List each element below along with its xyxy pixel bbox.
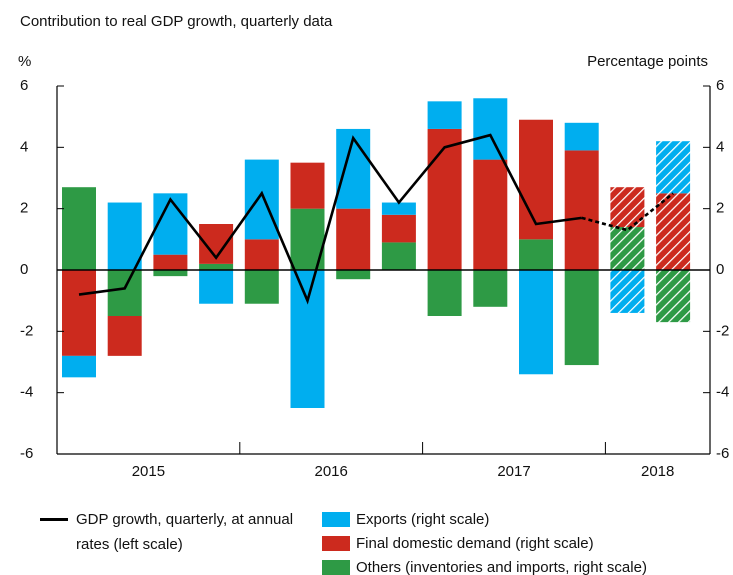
legend-label: Exports (right scale) [356,511,490,528]
legend-label: GDP growth, quarterly, at annual rates (… [76,511,294,553]
y2-tick-label: 4 [716,138,724,155]
bar-segment [564,270,599,366]
bar-segment [381,202,416,215]
bar-segment [107,270,142,316]
y2-tick-label: 2 [716,200,724,217]
bar-segment [473,270,508,307]
bar-segment [427,101,462,129]
x-tick-label: 2018 [641,463,674,480]
y2-axis-label: Percentage points [587,53,708,70]
y2-tick-label: -2 [716,322,729,339]
bar-segment [290,162,325,209]
bar-segment [427,270,462,316]
legend-swatch [322,512,350,527]
bar-segment [381,242,416,270]
bar-segment [153,270,188,277]
bar-segment [290,270,325,408]
bar-segment [153,254,188,270]
bar-segment [656,193,691,270]
bar-segment [381,214,416,243]
y2-tick-label: 6 [716,77,724,94]
legend-swatch [322,560,350,575]
bar-segment [199,263,234,270]
bar-segment [62,355,96,378]
bar-segment [519,239,553,270]
bar-segment [610,187,645,228]
bar-segment [610,270,645,313]
y-tick-label: 0 [20,261,28,278]
bar-segment [244,159,279,240]
x-tick-label: 2015 [132,463,165,480]
bar-segment [62,270,96,356]
y-tick-label: -4 [20,384,33,401]
bar-segment [519,270,553,375]
x-tick-label: 2016 [315,463,348,480]
gdp-line [581,192,674,232]
y-tick-label: -2 [20,322,33,339]
chart-title: Contribution to real GDP growth, quarter… [20,13,333,30]
y-axis-label: % [18,53,31,70]
y2-tick-label: -4 [716,384,729,401]
bar-segment [336,208,371,270]
y-tick-label: 6 [20,77,28,94]
x-tick-label: 2017 [497,463,530,480]
y-tick-label: 4 [20,138,28,155]
y-tick-label: 2 [20,200,28,217]
bar-segment [427,128,462,270]
gdp-line [78,133,582,305]
bar-segment [564,150,599,270]
bar-segment [610,227,645,270]
bar-segment [107,202,142,270]
y2-tick-label: 0 [716,261,724,278]
bar-segment [656,270,691,323]
bar-segment [244,270,279,304]
legend-label: Final domestic demand (right scale) [356,535,594,552]
bar-segment [519,119,553,240]
legend-swatch [322,536,350,551]
bar-segment [564,122,599,151]
bar-segment [62,187,96,270]
legend-label: Others (inventories and imports, right s… [356,559,647,575]
bar-segment [107,316,142,356]
y-tick-label: -6 [20,445,33,462]
bar-segment [656,141,691,194]
bar-segment [199,270,234,304]
bar-segment [473,98,508,160]
y2-tick-label: -6 [716,445,729,462]
legend-line [40,518,68,521]
bar-segment [473,159,508,270]
bar-segment [336,270,371,280]
bar-segment [244,239,279,270]
